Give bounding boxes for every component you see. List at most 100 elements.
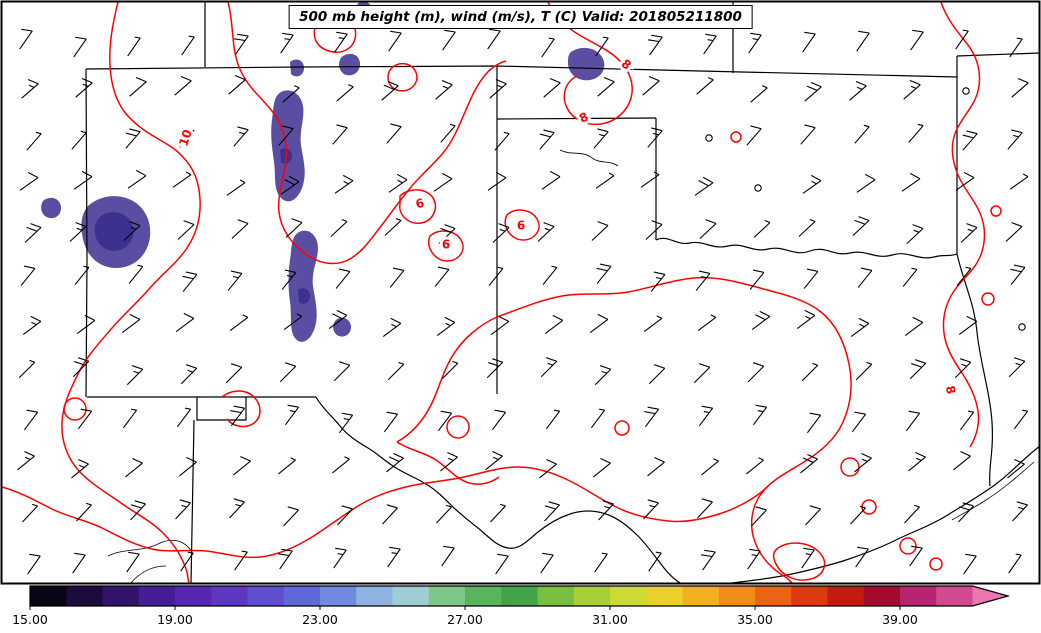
wind-barb-stroke bbox=[645, 224, 663, 240]
wind-barb-stroke bbox=[444, 29, 456, 33]
shaded-temperature-core bbox=[94, 212, 134, 251]
wind-barb bbox=[647, 456, 665, 477]
wind-barb bbox=[540, 552, 554, 574]
wind-barb bbox=[280, 32, 294, 54]
wind-barb bbox=[796, 309, 816, 330]
wind-barb-stroke bbox=[443, 545, 455, 549]
wind-barb-stroke bbox=[26, 409, 38, 413]
wind-barb bbox=[128, 264, 144, 284]
colorbar-segment bbox=[682, 586, 720, 606]
wind-barb-stroke bbox=[698, 180, 709, 187]
wind-barb bbox=[333, 361, 351, 382]
wind-barb bbox=[21, 79, 39, 99]
wind-barb bbox=[701, 458, 719, 476]
wind-barb-stroke bbox=[128, 266, 144, 284]
wind-barb-stroke bbox=[229, 316, 249, 332]
title-box: 500 mb height (m), wind (m/s), T (C) Val… bbox=[288, 5, 753, 29]
wind-barb-stroke bbox=[1018, 506, 1024, 510]
wind-barb-stroke bbox=[492, 456, 499, 461]
wind-barb-stroke bbox=[129, 81, 147, 97]
wind-barb-stroke bbox=[544, 505, 556, 510]
wind-barb-stroke bbox=[1011, 222, 1023, 228]
wind-barb-stroke bbox=[539, 463, 557, 479]
state-border bbox=[655, 237, 958, 259]
wind-barb-stroke bbox=[233, 498, 245, 503]
wind-barb bbox=[539, 458, 557, 479]
wind-barb-stroke bbox=[125, 462, 143, 478]
wind-barb-stroke bbox=[650, 274, 666, 292]
wind-barb-stroke bbox=[26, 226, 38, 232]
wind-barb bbox=[229, 498, 245, 519]
wind-barb bbox=[540, 357, 558, 378]
wind-barb-stroke bbox=[909, 547, 923, 567]
colorbar-segment bbox=[900, 586, 937, 606]
wind-barb-stroke bbox=[654, 456, 665, 463]
wind-barb-stroke bbox=[392, 267, 405, 271]
wind-barb-stroke bbox=[131, 365, 143, 370]
wind-barb-stroke bbox=[386, 126, 402, 144]
wind-barb-stroke bbox=[185, 171, 192, 176]
wind-barb bbox=[433, 172, 453, 192]
wind-barb-stroke bbox=[386, 411, 398, 415]
wind-barb-stroke bbox=[179, 461, 197, 477]
wind-barb-stroke bbox=[491, 411, 507, 431]
wind-barb-stroke bbox=[908, 125, 924, 143]
wind-barb bbox=[435, 80, 453, 100]
wind-barb-stroke bbox=[1015, 553, 1022, 556]
wind-barb bbox=[800, 453, 818, 474]
wind-barb-stroke bbox=[449, 123, 456, 127]
wind-barb-stroke bbox=[180, 367, 198, 385]
wind-barb-stroke bbox=[289, 410, 296, 413]
wind-barb-stroke bbox=[747, 365, 765, 383]
calm-wind-circle bbox=[705, 134, 713, 142]
wind-barb-stroke bbox=[643, 502, 659, 520]
wind-barb-stroke bbox=[752, 38, 759, 41]
wind-barb-stroke bbox=[698, 407, 714, 427]
wind-barb-stroke bbox=[597, 81, 615, 97]
wind-barb-stroke bbox=[179, 130, 195, 148]
wind-barb bbox=[487, 171, 507, 191]
wind-barb-stroke bbox=[596, 267, 608, 272]
wind-barb-stroke bbox=[82, 83, 89, 87]
wind-barb-stroke bbox=[179, 499, 191, 504]
temperature-contour-loop bbox=[614, 420, 630, 436]
wind-barb-stroke bbox=[185, 132, 191, 136]
wind-barb-stroke bbox=[751, 509, 767, 527]
wind-barb-stroke bbox=[395, 218, 402, 222]
wind-barb-stroke bbox=[495, 79, 507, 85]
wind-barb-stroke bbox=[599, 263, 612, 267]
wind-barb bbox=[752, 404, 768, 426]
wind-barb-stroke bbox=[810, 82, 822, 88]
wind-barb bbox=[958, 502, 974, 523]
wind-barb bbox=[125, 457, 143, 478]
wind-barb-stroke bbox=[279, 365, 297, 383]
wind-barb-stroke bbox=[755, 506, 767, 511]
wind-barb-stroke bbox=[332, 127, 348, 145]
wind-barb-stroke bbox=[278, 459, 296, 475]
colorbar-segment bbox=[537, 586, 575, 606]
wind-barb-stroke bbox=[78, 464, 85, 469]
wind-barb-stroke bbox=[440, 410, 452, 414]
wind-barb bbox=[857, 267, 873, 288]
wind-barb-stroke bbox=[1012, 504, 1028, 522]
wind-barb-stroke bbox=[800, 458, 818, 474]
wind-barb-stroke bbox=[20, 268, 36, 286]
wind-barb-stroke bbox=[805, 553, 812, 556]
wind-barb-stroke bbox=[901, 178, 921, 192]
wind-barb-stroke bbox=[807, 453, 818, 460]
wind-barb-stroke bbox=[134, 500, 146, 505]
wind-barb-stroke bbox=[388, 456, 400, 463]
wind-barb bbox=[595, 36, 609, 57]
temperature-contour bbox=[227, 1, 507, 265]
temperature-contour-loop bbox=[730, 131, 742, 143]
wind-barb-stroke bbox=[230, 410, 242, 414]
wind-barb-stroke bbox=[235, 503, 241, 507]
wind-barb-stroke bbox=[393, 452, 404, 459]
wind-barb bbox=[388, 173, 408, 193]
wind-barb-stroke bbox=[955, 30, 969, 50]
wind-barb-stroke bbox=[387, 363, 405, 381]
wind-barb bbox=[850, 505, 866, 525]
wind-barb-stroke bbox=[188, 35, 195, 38]
wind-barb-stroke bbox=[962, 29, 969, 32]
wind-barb-stroke bbox=[239, 179, 246, 184]
